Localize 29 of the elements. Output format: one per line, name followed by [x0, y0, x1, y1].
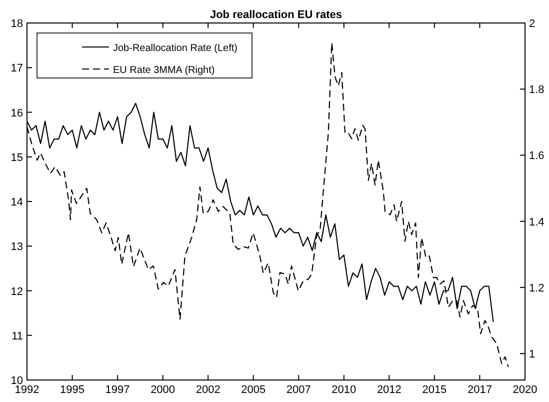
x-tick-label: 2000 [150, 384, 176, 396]
x-tick-label: 2020 [512, 384, 538, 396]
y2-tick-label: 1.6 [529, 150, 544, 162]
x-tick-label: 2017 [467, 384, 492, 396]
y-tick-label: 13 [10, 241, 23, 254]
y-tick-label: 18 [10, 18, 23, 30]
x-tick-label: 1992 [14, 384, 40, 396]
y-tick-label: 12 [10, 286, 23, 298]
legend-label: Job-Reallocation Rate (Left) [113, 43, 238, 54]
legend-label: EU Rate 3MMA (Right) [113, 65, 215, 76]
x-tick-label: 1997 [105, 384, 130, 396]
x-tick-label: 2007 [286, 384, 311, 396]
y-tick-label: 17 [10, 62, 23, 75]
x-tick-label: 2012 [376, 384, 402, 396]
y-tick-label: 11 [12, 330, 23, 342]
y-tick-label: 16 [10, 107, 23, 120]
x-tick-label: 2015 [422, 384, 447, 396]
y2-tick-label: 1.2 [529, 282, 544, 294]
y-tick-label: 14 [10, 196, 23, 208]
y2-tick-label: 1.4 [529, 216, 544, 228]
x-tick-label: 2010 [332, 384, 356, 396]
chart-title: Job reallocation EU rates [210, 9, 342, 21]
x-tick-label: 1995 [60, 384, 85, 396]
y2-tick-label: 1 [529, 348, 536, 361]
y2-tick-label: 1.8 [529, 84, 544, 96]
y2-tick-label: 2 [529, 18, 536, 30]
x-tick-label: 2005 [241, 384, 266, 396]
y-tick-label: 15 [10, 152, 23, 164]
x-tick-label: 2002 [196, 384, 220, 396]
